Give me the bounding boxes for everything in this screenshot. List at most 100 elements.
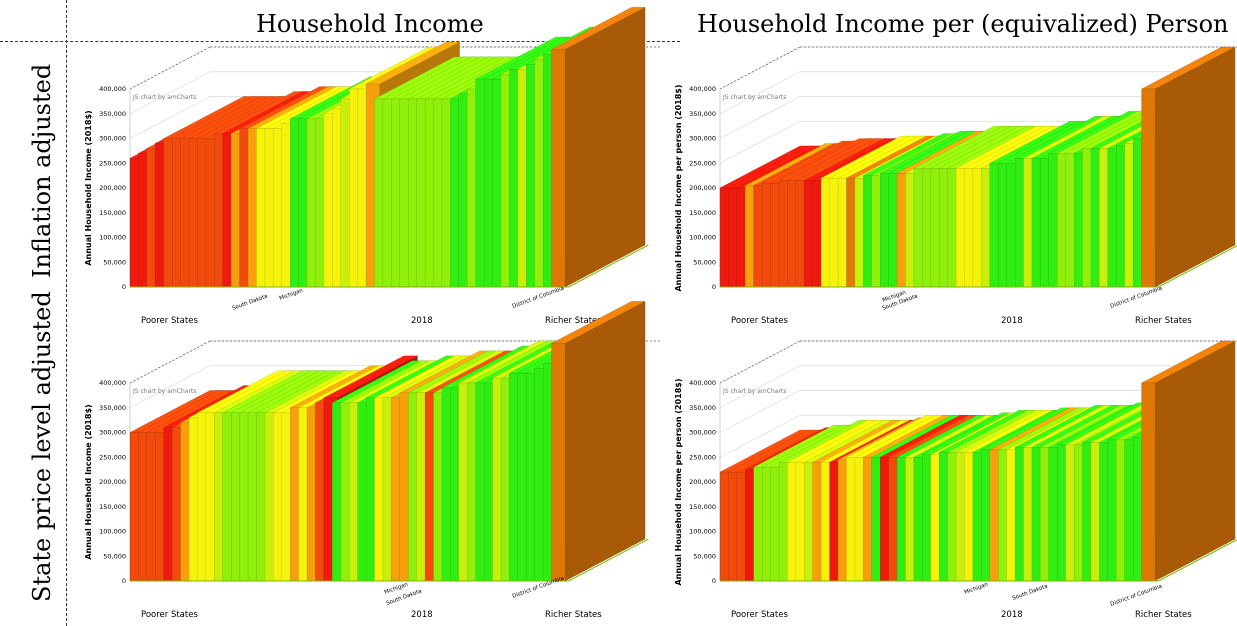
y-tick-label: 150,000 — [689, 503, 716, 511]
richer-states-label: Richer States — [1135, 316, 1192, 326]
top-diagonal — [129, 340, 211, 384]
y-axis-label: Annual Household Income per person (2018… — [674, 378, 683, 585]
chart-svg: 400,000 350,000 300,000 250,000 200,000 150,0… — [674, 46, 1237, 312]
y-tick-label: 0 — [122, 577, 126, 585]
y-tick-label: 200,000 — [689, 184, 716, 192]
state-label: Michigan — [279, 288, 305, 302]
chart-panel-bottom-right: 400,000 350,000 300,000 250,000 200,000 150,0… — [665, 334, 1237, 624]
x-axis-label: 2018 — [411, 316, 433, 326]
x-axis-label: 2018 — [1001, 610, 1023, 620]
y-tick-label: 250,000 — [689, 159, 716, 167]
x-axis-depth — [568, 244, 649, 288]
y-tick-label: 100,000 — [689, 528, 716, 536]
bars — [129, 301, 646, 582]
x-axis-label: 2018 — [411, 610, 433, 620]
grid-diagonal — [719, 390, 801, 433]
state-label: District of Columbia — [1110, 584, 1163, 608]
y-tick-label: 350,000 — [99, 404, 126, 412]
y-tick-label: 200,000 — [99, 478, 126, 486]
top-diagonal — [719, 46, 801, 90]
richer-states-label: Richer States — [545, 610, 602, 620]
y-tick-label: 400,000 — [99, 379, 126, 387]
y-tick-label: 300,000 — [689, 429, 716, 437]
column-title-household-income: Household Income — [256, 10, 484, 38]
chart-panel-top-left: 400,000 350,000 300,000 250,000 200,000 150,0… — [75, 7, 660, 330]
bar — [551, 7, 646, 288]
state-label: South Dakota — [1012, 584, 1049, 602]
poorer-states-label: Poorer States — [731, 316, 788, 326]
y-tick-label: 400,000 — [99, 85, 126, 93]
row-title-price-level-adjusted: State price level adjusted — [28, 291, 56, 602]
y-tick-label: 350,000 — [99, 110, 126, 118]
column-title-per-person: Household Income per (equivalized) Perso… — [697, 10, 1229, 38]
x-axis-depth — [1158, 245, 1237, 288]
x-axis-label: 2018 — [1001, 316, 1023, 326]
bar — [551, 301, 646, 582]
y-tick-label: 150,000 — [689, 209, 716, 217]
state-label: District of Columbia — [1110, 286, 1163, 310]
y-tick-label: 100,000 — [99, 528, 126, 536]
amcharts-credit: JS chart by amCharts — [722, 94, 786, 101]
bars — [129, 7, 646, 288]
x-axis-depth — [1158, 539, 1237, 582]
y-tick-label: 200,000 — [689, 478, 716, 486]
y-tick-label: 350,000 — [689, 110, 716, 118]
y-axis-label: Annual Household Income (2018$) — [84, 404, 93, 559]
amcharts-credit: JS chart by amCharts — [722, 388, 786, 395]
grid-diagonal — [719, 365, 801, 409]
y-tick-label: 150,000 — [99, 503, 126, 511]
y-axis-label: Annual Household Income (2018$) — [84, 110, 93, 265]
y-tick-label: 350,000 — [689, 404, 716, 412]
grid-diagonal — [129, 365, 211, 409]
y-axis-label: Annual Household Income per person (2018… — [674, 84, 683, 291]
state-label: District of Columbia — [512, 286, 565, 310]
y-tick-label: 400,000 — [689, 379, 716, 387]
top-diagonal — [129, 46, 211, 90]
y-tick-label: 0 — [712, 577, 716, 585]
chart-svg: 400,000 350,000 300,000 250,000 200,000 150,0… — [84, 301, 660, 607]
y-tick-label: 400,000 — [689, 85, 716, 93]
grid-diagonal — [129, 71, 211, 115]
chart-svg: 400,000 350,000 300,000 250,000 200,000 150,0… — [674, 340, 1237, 608]
y-tick-label: 150,000 — [99, 209, 126, 217]
top-diagonal — [719, 340, 801, 384]
chart-panel-bottom-left: 400,000 350,000 300,000 250,000 200,000 150,0… — [75, 301, 660, 624]
y-tick-label: 0 — [712, 283, 716, 291]
y-tick-label: 100,000 — [689, 234, 716, 242]
grid-diagonal — [719, 96, 801, 139]
horizontal-divider — [0, 41, 680, 42]
bars — [719, 46, 1236, 288]
y-tick-label: 300,000 — [689, 135, 716, 143]
poorer-states-label: Poorer States — [141, 316, 198, 326]
grid-diagonal — [719, 120, 801, 164]
state-label: South Dakota — [232, 294, 269, 312]
y-tick-label: 250,000 — [99, 159, 126, 167]
bar — [1141, 46, 1236, 288]
y-tick-label: 100,000 — [99, 234, 126, 242]
y-tick-label: 300,000 — [99, 135, 126, 143]
grid-diagonal — [129, 96, 211, 139]
vertical-divider — [66, 0, 67, 626]
y-tick-label: 200,000 — [99, 184, 126, 192]
y-tick-label: 250,000 — [99, 453, 126, 461]
bars — [719, 340, 1236, 582]
y-tick-label: 300,000 — [99, 429, 126, 437]
y-tick-label: 0 — [122, 283, 126, 291]
row-title-inflation-adjusted: Inflation adjusted — [28, 63, 56, 278]
bar — [1141, 340, 1236, 582]
poorer-states-label: Poorer States — [731, 610, 788, 620]
richer-states-label: Richer States — [1135, 610, 1192, 620]
amcharts-credit: JS chart by amCharts — [132, 388, 196, 395]
chart-panel-top-right: 400,000 350,000 300,000 250,000 200,000 150,0… — [665, 40, 1237, 330]
y-tick-label: 50,000 — [103, 258, 126, 266]
y-tick-label: 50,000 — [103, 552, 126, 560]
x-axis-depth — [568, 538, 649, 582]
amcharts-credit: JS chart by amCharts — [132, 94, 196, 101]
y-tick-label: 50,000 — [693, 552, 716, 560]
poorer-states-label: Poorer States — [141, 610, 198, 620]
y-tick-label: 50,000 — [693, 258, 716, 266]
y-tick-label: 250,000 — [689, 453, 716, 461]
chart-svg: 400,000 350,000 300,000 250,000 200,000 150,0… — [84, 7, 660, 312]
grid-diagonal — [719, 414, 801, 458]
richer-states-label: Richer States — [545, 316, 602, 326]
